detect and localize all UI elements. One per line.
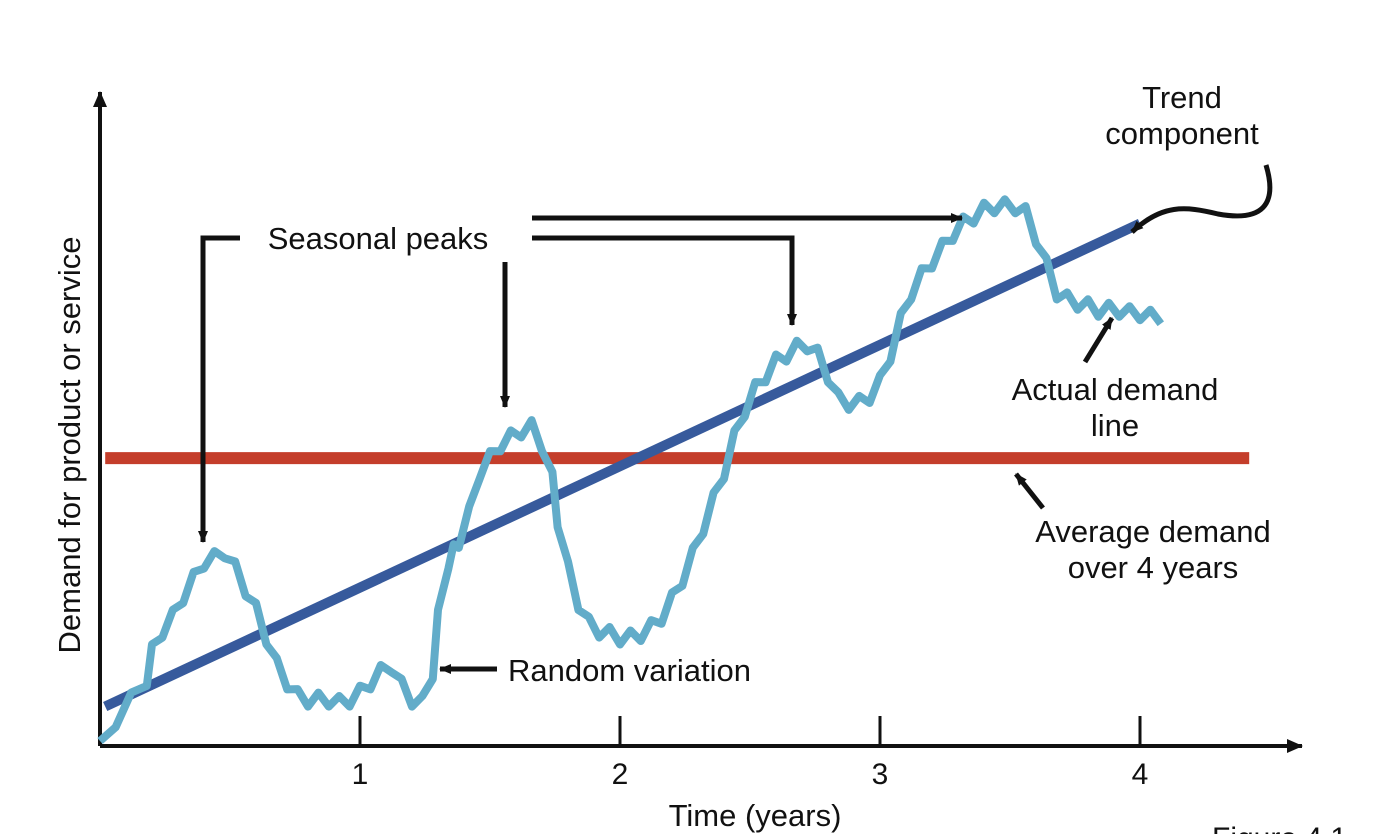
actual-demand-line bbox=[97, 195, 1165, 745]
actual-demand-label-2: line bbox=[1091, 408, 1139, 443]
random-variation-label: Random variation bbox=[508, 653, 751, 688]
trend-component-label-2: component bbox=[1105, 116, 1259, 151]
x-ticks: 1 2 3 4 bbox=[352, 716, 1149, 791]
actual-demand-label: Actual demand bbox=[1012, 372, 1219, 407]
x-axis-title: Time (years) bbox=[669, 798, 842, 833]
average-demand-label: Average demand bbox=[1035, 514, 1271, 549]
x-tick-label-2: 2 bbox=[612, 758, 629, 791]
actual-demand-arrow bbox=[1082, 316, 1115, 364]
seasonal-peak-arrow-3 bbox=[532, 235, 797, 326]
x-tick-label-1: 1 bbox=[352, 758, 369, 791]
x-tick-label-4: 4 bbox=[1132, 758, 1149, 791]
trend-component-line bbox=[103, 218, 1143, 712]
seasonal-peaks-label: Seasonal peaks bbox=[268, 221, 489, 256]
seasonal-peak-arrow-1 bbox=[198, 235, 240, 543]
y-axis-title: Demand for product or service bbox=[52, 237, 87, 654]
average-demand-label-2: over 4 years bbox=[1068, 550, 1239, 585]
x-tick-label-3: 3 bbox=[872, 758, 889, 791]
trend-component-label: Trend bbox=[1142, 80, 1222, 115]
trend-component-arrow bbox=[1130, 164, 1273, 234]
figure-caption: Figure 4.1 bbox=[1212, 822, 1347, 834]
average-demand-arrow bbox=[1014, 472, 1045, 510]
